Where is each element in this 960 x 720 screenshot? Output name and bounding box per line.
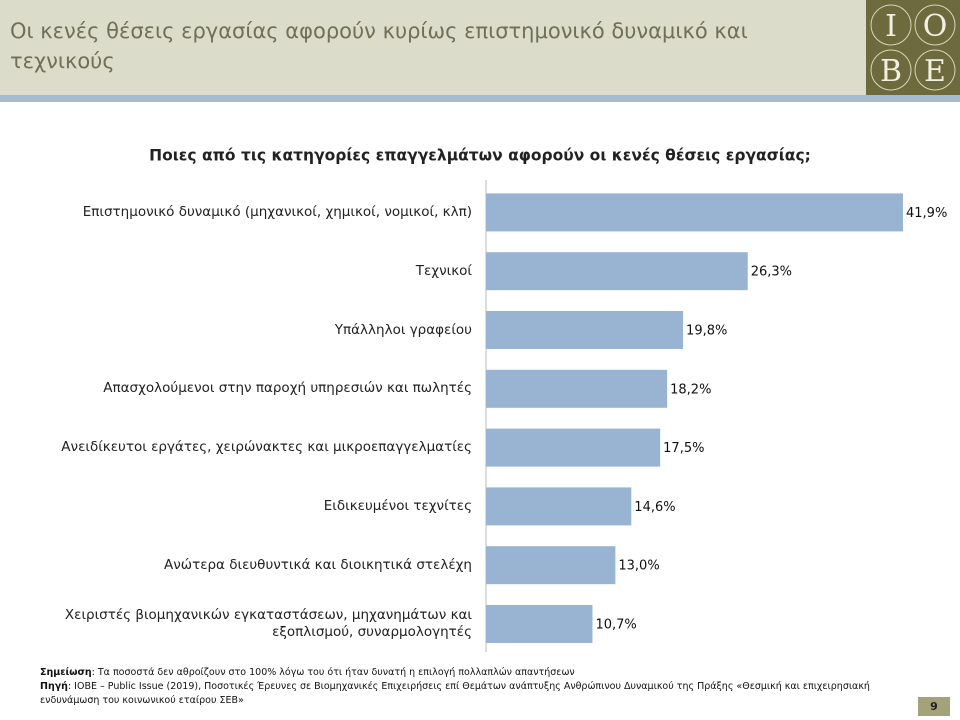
header: Οι κενές θέσεις εργασίας αφορούν κυρίως …	[0, 0, 866, 95]
value-label: 14,6%	[634, 500, 675, 515]
logo-circle	[870, 49, 912, 91]
note-label: Σημείωση	[40, 667, 92, 678]
note: Σημείωση: Τα ποσοστά δεν αθροίζουν στο 1…	[40, 666, 920, 680]
value-label: 19,8%	[686, 324, 727, 339]
logo-letter: E	[924, 54, 946, 89]
category-label: Ειδικευμένοι τεχνίτες	[323, 497, 472, 514]
bar	[486, 546, 616, 585]
logo-circle	[870, 4, 912, 46]
category-label: Ανώτερα διευθυντικά και διοικητικά στελέ…	[163, 556, 472, 573]
category-label: Τεχνικοί	[415, 262, 472, 279]
logo: I O B E	[866, 0, 960, 95]
logo-letter: O	[923, 9, 948, 44]
bar	[486, 311, 684, 349]
note-text: : IOBE – Public Issue (2019), Ποσοτικές …	[40, 681, 870, 706]
chart: Ποιες από τις κατηγορίες επαγγελμάτων αφ…	[149, 147, 947, 652]
header-stripe	[0, 95, 960, 102]
logo-circle	[914, 4, 956, 46]
logo-letter: I	[885, 9, 897, 44]
value-label: 41,9%	[906, 206, 947, 221]
note-label: Πηγή	[40, 681, 68, 692]
bar	[486, 428, 661, 467]
value-label: 13,0%	[618, 559, 659, 574]
bar	[486, 369, 668, 408]
chart-title: Ποιες από τις κατηγορίες επαγγελμάτων αφ…	[149, 147, 811, 165]
value-label: 10,7%	[595, 618, 636, 633]
bar	[486, 487, 632, 526]
value-label: 18,2%	[670, 382, 711, 397]
bar	[486, 193, 903, 232]
slide-title: Οι κενές θέσεις εργασίας αφορούν κυρίως …	[10, 19, 748, 73]
logo-circle	[914, 49, 956, 91]
logo-graphic: I O B E	[870, 4, 956, 91]
category-label: Υπάλληλοι γραφείου	[334, 321, 472, 338]
bar	[486, 252, 748, 291]
category-label: Ανειδίκευτοι εργάτες, χειρώνακτες και μι…	[61, 439, 472, 456]
page-number: 9	[918, 697, 950, 716]
category-label: Επιστημονικό δυναμικό (μηχανικοί, χημικο…	[82, 203, 472, 220]
bar	[486, 605, 593, 643]
value-label: 26,3%	[751, 265, 792, 280]
value-label: 17,5%	[663, 441, 704, 456]
category-label: Απασχολούμενοι στην παροχή υπηρεσιών και…	[103, 380, 472, 397]
logo-letter: B	[880, 54, 902, 89]
note-text: : Τα ποσοστά δεν αθροίζουν στο 100% λόγω…	[91, 667, 575, 678]
notes: Σημείωση: Τα ποσοστά δεν αθροίζουν στο 1…	[40, 666, 920, 708]
category-label: Χειριστές βιομηχανικών εγκαταστάσεων, μη…	[64, 607, 472, 640]
note: Πηγή: IOBE – Public Issue (2019), Ποσοτι…	[40, 680, 920, 708]
